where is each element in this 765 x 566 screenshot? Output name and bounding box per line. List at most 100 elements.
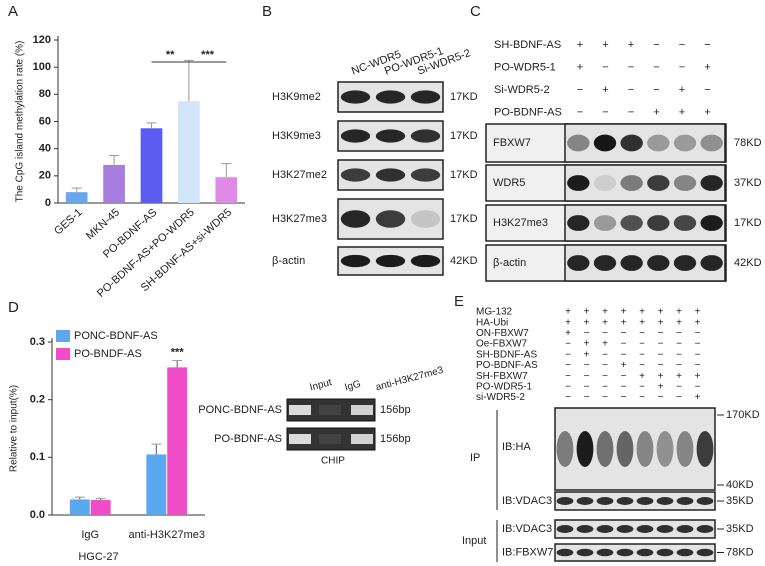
size-label: 78KD <box>726 546 754 558</box>
sign: − <box>639 382 645 393</box>
error-bar <box>151 443 162 455</box>
row-label: β-actin <box>272 255 305 267</box>
band <box>696 430 714 468</box>
band <box>340 129 371 143</box>
bar <box>65 192 88 203</box>
band <box>673 215 697 231</box>
sign: + <box>676 371 682 382</box>
column-header: IgG <box>344 379 363 394</box>
condition-label: PO-WDR5-1 <box>494 61 556 73</box>
condition-label: si-WDR5-2 <box>476 392 525 403</box>
sign: + <box>639 317 645 328</box>
sign: − <box>679 61 685 73</box>
size-label: 40KD <box>726 479 754 491</box>
size-label: 35KD <box>726 495 754 507</box>
band <box>567 175 590 191</box>
band <box>375 254 406 268</box>
sign: − <box>639 339 645 350</box>
error-bar <box>74 496 85 500</box>
bar <box>215 177 238 203</box>
size-label: 78KD <box>734 137 762 149</box>
band <box>676 430 694 468</box>
sign: + <box>584 307 590 318</box>
sign: + <box>679 84 685 96</box>
sign: + <box>639 371 645 382</box>
sign: − <box>704 84 710 96</box>
x-tick-label: GES-1 <box>52 206 85 237</box>
band <box>700 175 723 191</box>
panel-label: D <box>8 299 19 316</box>
sign: − <box>695 349 701 360</box>
sign: − <box>679 39 685 51</box>
band <box>620 255 643 271</box>
size-label: 156bp <box>380 404 411 416</box>
band <box>596 497 614 505</box>
y-tick-label: 0.1 <box>30 451 45 463</box>
sign: − <box>565 382 571 393</box>
sign: − <box>695 328 701 339</box>
size-label: 17KD <box>450 213 478 225</box>
y-tick-label: 20 <box>39 170 51 182</box>
sign: − <box>628 61 634 73</box>
size-label: 42KD <box>734 257 762 269</box>
sign: + <box>676 317 682 328</box>
sign: − <box>676 382 682 393</box>
x-tick-label: IgG <box>81 529 99 541</box>
band <box>636 497 654 505</box>
band <box>676 497 694 505</box>
sign: − <box>658 360 664 371</box>
band <box>593 215 617 231</box>
band <box>696 525 714 533</box>
legend-swatch <box>56 348 70 360</box>
band <box>656 497 674 505</box>
sign: − <box>584 382 590 393</box>
sign: − <box>565 339 571 350</box>
sign: − <box>584 371 590 382</box>
band <box>410 168 441 182</box>
gel-box <box>286 398 376 422</box>
band <box>636 430 654 468</box>
gel-band <box>319 434 341 444</box>
row-label: H3K27me2 <box>272 169 327 181</box>
sign: − <box>621 371 627 382</box>
error-bar <box>146 122 157 129</box>
band <box>593 175 617 191</box>
panel-label: A <box>8 3 18 20</box>
blot-box <box>564 244 726 282</box>
sign: − <box>602 61 608 73</box>
band <box>556 497 574 505</box>
blot-box <box>554 519 716 539</box>
row-label: H3K9me2 <box>272 91 321 103</box>
sign: + <box>584 317 590 328</box>
band <box>576 430 594 468</box>
legend-label: PONC-BDNF-AS <box>74 330 158 342</box>
gel-band <box>289 405 311 415</box>
sign: + <box>658 371 664 382</box>
band <box>596 548 614 557</box>
annotation: ** <box>166 49 175 61</box>
band <box>340 254 371 268</box>
annotation: *** <box>201 49 215 61</box>
condition-label: PO-WDR5-1 <box>476 382 533 393</box>
sign: − <box>621 392 627 403</box>
size-label: 17KD <box>450 130 478 142</box>
column-header: Input <box>309 377 334 393</box>
sign: − <box>621 339 627 350</box>
size-label: 17KD <box>734 217 762 229</box>
sign: − <box>658 392 664 403</box>
condition-label: PO-BDNF-AS <box>494 106 562 118</box>
band <box>593 255 617 271</box>
sign: + <box>639 307 645 318</box>
band <box>340 90 371 104</box>
blot-box <box>554 491 716 511</box>
band <box>556 525 574 533</box>
size-label: 17KD <box>450 169 478 181</box>
condition-label: MG-132 <box>476 307 513 318</box>
sign: − <box>577 84 583 96</box>
sign: + <box>565 317 571 328</box>
sign: − <box>602 371 608 382</box>
band <box>647 215 670 231</box>
gel-box <box>286 427 376 451</box>
band <box>620 134 643 152</box>
sign: + <box>658 307 664 318</box>
